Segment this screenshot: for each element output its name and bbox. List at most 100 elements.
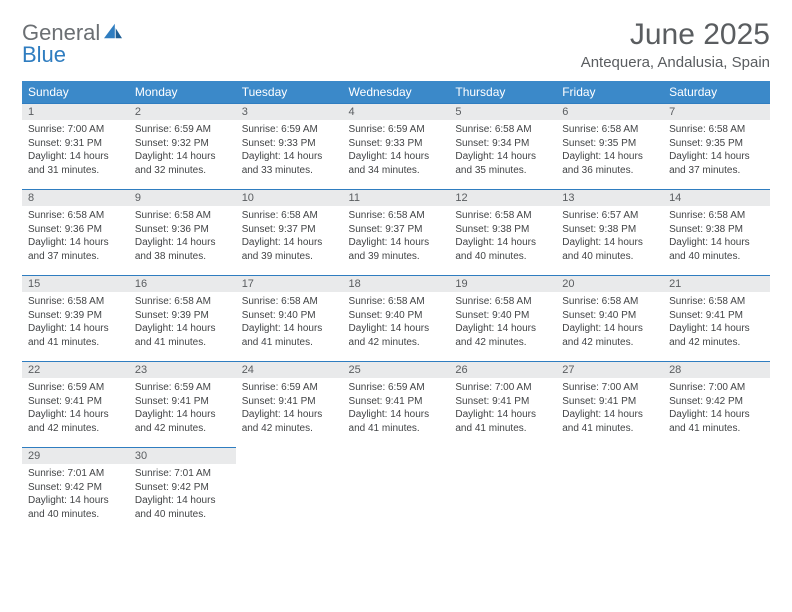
daylight-line1: Daylight: 14 hours: [455, 236, 550, 250]
day-details: Sunrise: 6:58 AMSunset: 9:36 PMDaylight:…: [129, 206, 236, 269]
sunset-line: Sunset: 9:36 PM: [28, 223, 123, 237]
day-details: Sunrise: 6:59 AMSunset: 9:41 PMDaylight:…: [129, 378, 236, 441]
day-number: 7: [663, 103, 770, 120]
sunset-line: Sunset: 9:40 PM: [242, 309, 337, 323]
daylight-line1: Daylight: 14 hours: [135, 322, 230, 336]
sunrise-line: Sunrise: 6:58 AM: [349, 209, 444, 223]
day-number: 9: [129, 189, 236, 206]
header: General Blue June 2025 Antequera, Andalu…: [22, 18, 770, 71]
daylight-line2: and 41 minutes.: [455, 422, 550, 436]
daylight-line1: Daylight: 14 hours: [242, 322, 337, 336]
weekday-header: Sunday: [22, 81, 129, 103]
calendar-day-cell: 15Sunrise: 6:58 AMSunset: 9:39 PMDayligh…: [22, 275, 129, 361]
daylight-line2: and 42 minutes.: [242, 422, 337, 436]
calendar-day-cell: 18Sunrise: 6:58 AMSunset: 9:40 PMDayligh…: [343, 275, 450, 361]
sunset-line: Sunset: 9:39 PM: [28, 309, 123, 323]
weekday-header: Friday: [556, 81, 663, 103]
daylight-line2: and 39 minutes.: [349, 250, 444, 264]
day-number: 30: [129, 447, 236, 464]
daylight-line1: Daylight: 14 hours: [669, 322, 764, 336]
sunset-line: Sunset: 9:32 PM: [135, 137, 230, 151]
daylight-line1: Daylight: 14 hours: [562, 322, 657, 336]
sunset-line: Sunset: 9:41 PM: [28, 395, 123, 409]
sunrise-line: Sunrise: 6:59 AM: [135, 381, 230, 395]
day-details: Sunrise: 6:58 AMSunset: 9:40 PMDaylight:…: [343, 292, 450, 355]
daylight-line1: Daylight: 14 hours: [669, 236, 764, 250]
calendar-day-cell: 5Sunrise: 6:58 AMSunset: 9:34 PMDaylight…: [449, 103, 556, 189]
day-details: Sunrise: 6:58 AMSunset: 9:39 PMDaylight:…: [22, 292, 129, 355]
daylight-line1: Daylight: 14 hours: [28, 322, 123, 336]
sunset-line: Sunset: 9:33 PM: [242, 137, 337, 151]
sunset-line: Sunset: 9:40 PM: [455, 309, 550, 323]
daylight-line1: Daylight: 14 hours: [28, 150, 123, 164]
calendar-day-cell: 28Sunrise: 7:00 AMSunset: 9:42 PMDayligh…: [663, 361, 770, 447]
sunrise-line: Sunrise: 6:58 AM: [349, 295, 444, 309]
calendar-day-cell: 13Sunrise: 6:57 AMSunset: 9:38 PMDayligh…: [556, 189, 663, 275]
daylight-line1: Daylight: 14 hours: [562, 150, 657, 164]
sunset-line: Sunset: 9:40 PM: [349, 309, 444, 323]
sunrise-line: Sunrise: 7:00 AM: [669, 381, 764, 395]
day-details: Sunrise: 6:59 AMSunset: 9:41 PMDaylight:…: [343, 378, 450, 441]
sunrise-line: Sunrise: 6:58 AM: [669, 295, 764, 309]
sunset-line: Sunset: 9:38 PM: [455, 223, 550, 237]
sunrise-line: Sunrise: 6:58 AM: [28, 295, 123, 309]
calendar-week-row: 22Sunrise: 6:59 AMSunset: 9:41 PMDayligh…: [22, 361, 770, 447]
daylight-line1: Daylight: 14 hours: [455, 408, 550, 422]
day-number: 27: [556, 361, 663, 378]
calendar-day-cell: 30Sunrise: 7:01 AMSunset: 9:42 PMDayligh…: [129, 447, 236, 533]
day-number: 25: [343, 361, 450, 378]
sunset-line: Sunset: 9:37 PM: [349, 223, 444, 237]
daylight-line1: Daylight: 14 hours: [349, 408, 444, 422]
day-number: 19: [449, 275, 556, 292]
daylight-line1: Daylight: 14 hours: [28, 494, 123, 508]
sunrise-line: Sunrise: 6:58 AM: [455, 209, 550, 223]
sunrise-line: Sunrise: 6:58 AM: [242, 209, 337, 223]
daylight-line2: and 41 minutes.: [349, 422, 444, 436]
calendar-day-cell: 10Sunrise: 6:58 AMSunset: 9:37 PMDayligh…: [236, 189, 343, 275]
day-number: 15: [22, 275, 129, 292]
daylight-line1: Daylight: 14 hours: [349, 236, 444, 250]
sunrise-line: Sunrise: 6:58 AM: [669, 123, 764, 137]
day-number: 28: [663, 361, 770, 378]
daylight-line2: and 36 minutes.: [562, 164, 657, 178]
calendar-day-cell: ..: [556, 447, 663, 533]
calendar-day-cell: 16Sunrise: 6:58 AMSunset: 9:39 PMDayligh…: [129, 275, 236, 361]
calendar-day-cell: 7 Sunrise: 6:58 AMSunset: 9:35 PMDaylight…: [663, 103, 770, 189]
day-details: Sunrise: 7:00 AMSunset: 9:42 PMDaylight:…: [663, 378, 770, 441]
day-number: 2: [129, 103, 236, 120]
sunset-line: Sunset: 9:39 PM: [135, 309, 230, 323]
daylight-line2: and 42 minutes.: [28, 422, 123, 436]
daylight-line2: and 41 minutes.: [669, 422, 764, 436]
calendar-week-row: 29Sunrise: 7:01 AMSunset: 9:42 PMDayligh…: [22, 447, 770, 533]
sunset-line: Sunset: 9:35 PM: [669, 137, 764, 151]
daylight-line1: Daylight: 14 hours: [28, 236, 123, 250]
day-details: Sunrise: 6:58 AMSunset: 9:40 PMDaylight:…: [236, 292, 343, 355]
daylight-line2: and 41 minutes.: [562, 422, 657, 436]
daylight-line1: Daylight: 14 hours: [562, 236, 657, 250]
daylight-line2: and 37 minutes.: [669, 164, 764, 178]
sunrise-line: Sunrise: 6:58 AM: [455, 295, 550, 309]
calendar-day-cell: ..: [236, 447, 343, 533]
daylight-line2: and 38 minutes.: [135, 250, 230, 264]
calendar-day-cell: 1Sunrise: 7:00 AMSunset: 9:31 PMDaylight…: [22, 103, 129, 189]
day-details: Sunrise: 6:58 AMSunset: 9:38 PMDaylight:…: [449, 206, 556, 269]
daylight-line1: Daylight: 14 hours: [669, 150, 764, 164]
location-subtitle: Antequera, Andalusia, Spain: [581, 54, 770, 71]
calendar-day-cell: 25Sunrise: 6:59 AMSunset: 9:41 PMDayligh…: [343, 361, 450, 447]
day-number: 22: [22, 361, 129, 378]
sunrise-line: Sunrise: 6:59 AM: [349, 123, 444, 137]
calendar-day-cell: 26Sunrise: 7:00 AMSunset: 9:41 PMDayligh…: [449, 361, 556, 447]
day-details: Sunrise: 7:00 AMSunset: 9:31 PMDaylight:…: [22, 120, 129, 183]
sunset-line: Sunset: 9:38 PM: [669, 223, 764, 237]
day-details: Sunrise: 6:58 AMSunset: 9:37 PMDaylight:…: [343, 206, 450, 269]
weekday-header-row: Sunday Monday Tuesday Wednesday Thursday…: [22, 81, 770, 103]
weekday-header: Saturday: [663, 81, 770, 103]
daylight-line2: and 40 minutes.: [669, 250, 764, 264]
day-number: 3: [236, 103, 343, 120]
daylight-line2: and 42 minutes.: [349, 336, 444, 350]
sunrise-line: Sunrise: 6:58 AM: [135, 209, 230, 223]
sunset-line: Sunset: 9:41 PM: [455, 395, 550, 409]
day-number: 6: [556, 103, 663, 120]
calendar-page: General Blue June 2025 Antequera, Andalu…: [0, 0, 792, 551]
sunset-line: Sunset: 9:33 PM: [349, 137, 444, 151]
